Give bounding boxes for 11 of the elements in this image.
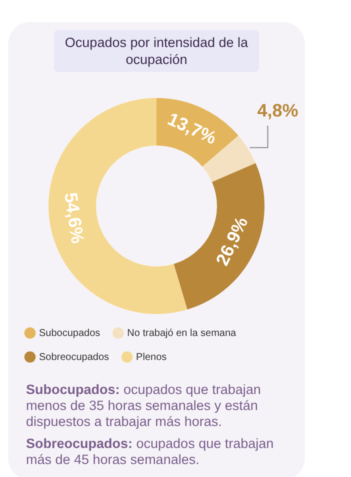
data-label: 4,8%	[257, 100, 298, 121]
legend-label: Plenos	[136, 352, 167, 363]
text: Sobreocupados: ocupados que trabajan más de 45 horas semanales.	[26, 436, 275, 468]
data-label: 26,9%	[212, 214, 252, 269]
chart-title: Ocupados por intensidad de la ocupación	[54, 30, 259, 72]
legend-label: Sobreocupados	[39, 352, 110, 363]
text: Subocupados: ocupados que trabajan menos de 35 horas semanales y están dispuestos a trabajar más horas.	[26, 382, 262, 430]
legend-label: Subocupados	[39, 328, 100, 339]
data-label: 13,7%	[164, 108, 220, 148]
data-label: 54,6%	[60, 191, 88, 245]
legend-label: No trabajó en la semana	[127, 328, 237, 339]
